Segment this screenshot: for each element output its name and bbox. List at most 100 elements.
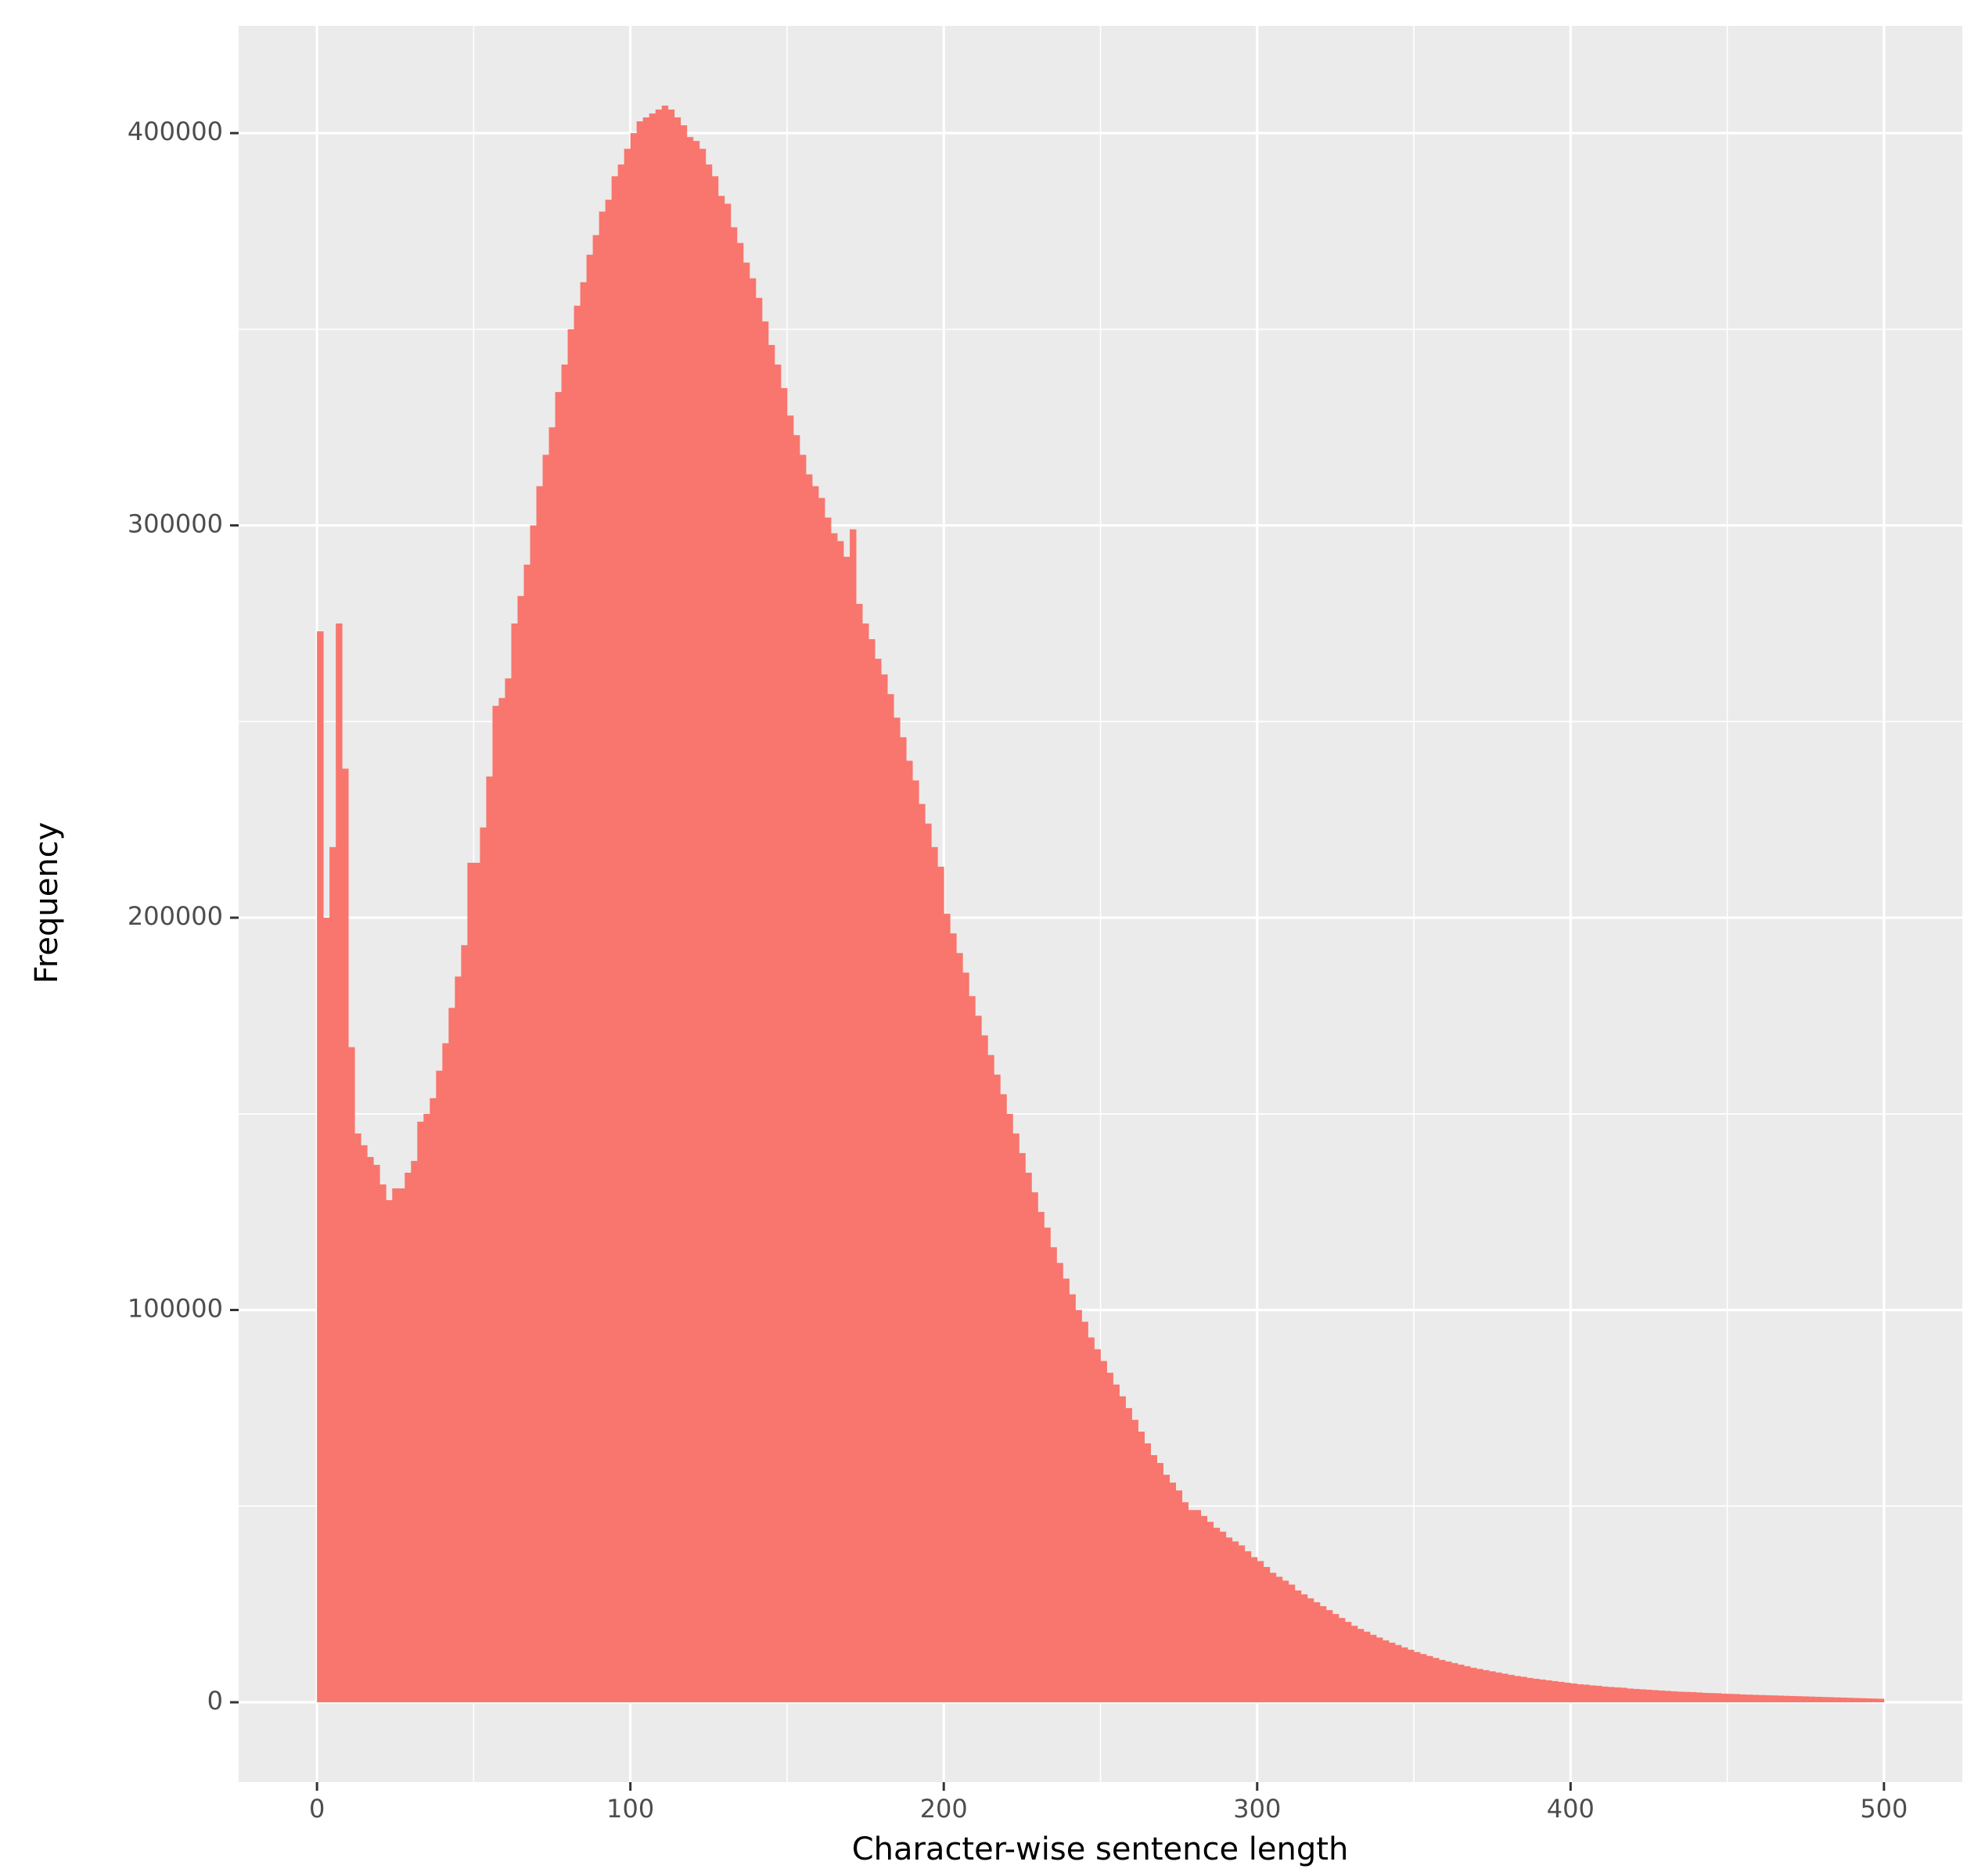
histogram-bar [730,227,738,1702]
histogram-bar [931,846,938,1702]
histogram-bar [1627,1688,1634,1702]
histogram-bar [1739,1694,1747,1702]
histogram-bar [1325,1610,1333,1702]
histogram-bar [1056,1263,1063,1702]
histogram-bar [1470,1667,1477,1702]
histogram-bar [1814,1696,1822,1702]
histogram-bar [636,121,644,1702]
histogram-bar [505,678,512,1702]
histogram-bar [1702,1692,1709,1702]
histogram-bar [881,674,888,1702]
histogram-bar [1200,1515,1208,1702]
histogram-bar [667,110,675,1702]
histogram-bar [1414,1651,1421,1702]
x-axis-title: Character-wise sentence length [852,1831,1349,1867]
histogram-bar [1031,1192,1038,1702]
histogram-bar [1839,1697,1847,1702]
histogram-bar [1288,1584,1296,1702]
histogram-bar [1106,1372,1113,1702]
histogram-bar [1313,1602,1321,1702]
histogram-bar [655,110,663,1702]
histogram-bar [649,113,656,1702]
histogram-bar [937,866,944,1702]
histogram-bar [323,918,330,1702]
histogram-bar [605,199,613,1702]
histogram-bar [580,282,588,1702]
histogram-bar [430,1098,437,1702]
histogram-bar [1858,1698,1866,1702]
histogram-bar [1533,1678,1540,1702]
histogram-bar [448,1008,455,1702]
histogram-bar [1282,1580,1289,1702]
x-tick-label: 400 [1547,1794,1595,1824]
histogram-bar [523,564,530,1702]
histogram-bar [555,392,562,1702]
y-tick-label: 300000 [128,509,223,539]
histogram-bar [1520,1677,1527,1702]
histogram-bar [373,1164,380,1702]
histogram-bar [367,1156,374,1702]
histogram-bar [1426,1655,1433,1702]
histogram-bar [1000,1094,1007,1702]
histogram-bar [680,125,688,1702]
histogram-bar [843,556,850,1702]
histogram-bar [574,305,581,1702]
histogram-bar [1138,1431,1145,1702]
histogram-bar [642,117,650,1702]
x-tick-label: 500 [1860,1794,1908,1824]
histogram-bar [1583,1684,1590,1702]
histogram-bar [768,344,775,1702]
histogram-bar [1677,1691,1684,1702]
histogram-bar [962,972,969,1702]
y-tick-label: 100000 [128,1294,223,1324]
histogram-bar [617,164,625,1702]
histogram-bar [561,365,568,1702]
histogram-bar [811,486,819,1702]
histogram-bar [793,435,800,1702]
histogram-bar [1608,1687,1615,1702]
histogram-bar [850,529,857,1702]
histogram-bar [1721,1693,1728,1702]
histogram-bar [912,780,919,1702]
histogram-bar [1877,1698,1885,1702]
histogram-bar [1714,1693,1721,1702]
histogram-bar [1389,1642,1396,1702]
histogram-bar [1458,1664,1465,1702]
histogram-bar [1113,1384,1120,1702]
histogram-bar [1219,1531,1227,1702]
histogram-bar [423,1113,430,1702]
histogram-bar [1401,1647,1408,1702]
histogram-bar [1783,1695,1791,1702]
histogram-bar [348,1047,355,1702]
histogram-bar [1363,1631,1371,1702]
histogram-bar [467,862,474,1702]
histogram-bar [530,525,537,1702]
histogram-bar [774,365,782,1702]
histogram-bar [586,254,594,1702]
histogram-bar [1194,1510,1202,1702]
histogram-bar [342,768,349,1702]
histogram-bar [692,141,700,1702]
histogram-bar [1244,1551,1252,1702]
histogram-bar [1570,1683,1577,1702]
histogram-bar [686,137,694,1702]
histogram-bar [1696,1692,1703,1702]
histogram-bar [1094,1349,1101,1702]
histogram-bar [1589,1685,1596,1702]
x-tick-label: 0 [309,1794,325,1824]
histogram-bar [1433,1658,1440,1702]
histogram-bar [1789,1695,1797,1702]
histogram-bar [1250,1557,1258,1702]
y-axis-title: Frequency [29,822,65,984]
histogram-bar [925,823,932,1702]
histogram-bar [919,803,926,1702]
histogram-bar [1464,1666,1471,1702]
histogram-bar [743,262,750,1702]
histogram-bar [511,623,518,1702]
histogram-bar [717,196,725,1702]
histogram-bar [1495,1672,1502,1702]
histogram-bar [1169,1482,1177,1702]
histogram-bar [1539,1679,1546,1702]
